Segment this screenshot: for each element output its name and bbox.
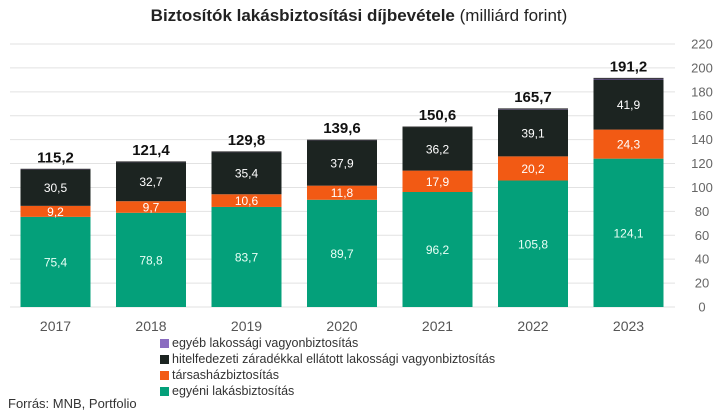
bar-segment-hitel [116, 162, 186, 202]
data-label-egyeni: 105,8 [518, 237, 548, 251]
bar-segment-egyeni [211, 206, 282, 307]
bar-segment-hitel [211, 151, 282, 195]
legend-swatch [160, 371, 169, 381]
data-label-hitel: 36,2 [426, 142, 450, 156]
bar-segment-hitel [498, 109, 568, 157]
bar-segment-egyeni [307, 199, 377, 307]
total-label: 129,8 [228, 132, 266, 149]
bar-segment-egyeb [593, 78, 664, 80]
data-label-egyeni: 83,7 [235, 250, 259, 264]
x-tick-label: 2021 [422, 318, 453, 334]
bar-segment-egyeni [402, 191, 473, 307]
legend-swatch [160, 387, 169, 397]
data-label-hitel: 41,9 [617, 98, 641, 112]
bar-segment-egyeni [593, 158, 664, 307]
data-label-tarsashaz: 11,8 [331, 186, 354, 200]
legend-item-hitel: hitelfedezeti záradékkal ellátott lakoss… [160, 351, 495, 367]
bar-segment-hitel [307, 140, 377, 186]
chart-title-unit: (milliárd forint) [459, 6, 568, 25]
bar-segment-tarsashaz [211, 194, 282, 207]
legend-item-tarsashaz: társasházbiztosítás [160, 367, 495, 383]
y-tick-label: 80 [695, 204, 709, 219]
data-label-tarsashaz: 20,2 [521, 162, 545, 176]
bar-segment-tarsashaz [593, 129, 664, 159]
source-note: Forrás: MNB, Portfolio [8, 396, 137, 411]
bar-segment-tarsashaz [20, 205, 91, 217]
total-label: 115,2 [37, 149, 74, 166]
bar-segment-hitel [402, 127, 473, 171]
y-tick-label: 160 [691, 108, 713, 123]
bar-segment-tarsashaz [498, 156, 568, 181]
y-tick-label: 60 [695, 228, 709, 243]
legend-swatch [160, 355, 169, 365]
data-label-tarsashaz: 10,6 [235, 194, 259, 208]
total-label: 139,6 [323, 120, 361, 137]
y-tick-label: 20 [695, 276, 709, 291]
total-label: 165,7 [514, 89, 552, 106]
legend-label: egyéb lakossági vagyonbiztosítás [172, 336, 359, 350]
x-tick-label: 2020 [326, 318, 357, 334]
data-label-tarsashaz: 17,9 [426, 175, 450, 189]
bar-segment-egyeni [20, 216, 91, 307]
data-label-egyeni: 78,8 [139, 253, 163, 267]
bar-segment-tarsashaz [402, 170, 473, 192]
chart-title: Biztosítók lakásbiztosítási díjbevétele … [0, 6, 718, 26]
y-tick-label: 180 [691, 84, 713, 99]
chart-title-main: Biztosítók lakásbiztosítási díjbevétele [150, 6, 455, 25]
data-label-hitel: 30,5 [44, 181, 68, 195]
legend-item-egyeni: egyéni lakásbiztosítás [160, 383, 495, 399]
bar-segment-tarsashaz [116, 201, 186, 213]
x-tick-label: 2017 [40, 318, 71, 334]
data-label-hitel: 39,1 [521, 127, 545, 141]
y-tick-label: 220 [691, 37, 713, 52]
y-tick-label: 40 [695, 252, 709, 267]
x-tick-label: 2023 [613, 318, 644, 334]
legend-swatch [160, 339, 169, 349]
y-tick-label: 100 [691, 180, 713, 195]
data-label-tarsashaz: 9,2 [47, 205, 64, 219]
bar-segment-hitel [20, 169, 91, 206]
data-label-hitel: 37,9 [330, 157, 354, 171]
data-label-egyeni: 124,1 [613, 226, 643, 240]
data-label-egyeni: 75,4 [44, 255, 68, 269]
data-label-egyeni: 96,2 [426, 243, 450, 257]
data-label-egyeni: 89,7 [330, 247, 354, 261]
total-label: 121,4 [132, 142, 170, 159]
y-tick-label: 140 [691, 132, 713, 147]
y-tick-label: 120 [691, 156, 713, 171]
legend-label: egyéni lakásbiztosítás [172, 384, 295, 398]
legend-label: hitelfedezeti záradékkal ellátott lakoss… [172, 352, 496, 366]
y-tick-label: 200 [691, 60, 713, 75]
x-tick-label: 2018 [135, 318, 166, 334]
data-label-tarsashaz: 9,7 [143, 201, 160, 215]
bar-segment-tarsashaz [307, 185, 377, 200]
data-label-hitel: 32,7 [139, 175, 163, 189]
bar-segment-egyeni [498, 180, 568, 307]
data-label-hitel: 35,4 [235, 167, 259, 181]
legend-label: társasházbiztosítás [172, 368, 279, 382]
y-tick-label: 0 [698, 300, 705, 315]
chart-legend: egyéb lakossági vagyonbiztosítás hitelfed… [160, 335, 495, 399]
total-label: 150,6 [419, 107, 457, 124]
stacked-bar-chart: 0 20 40 60 80 100 120 140 160 180 200 220 75,4 9,2 30,… [10, 37, 713, 334]
bar-segment-egyeni [116, 212, 186, 307]
total-label: 191,2 [610, 58, 648, 75]
x-tick-label: 2019 [231, 318, 262, 334]
data-label-tarsashaz: 24,3 [617, 138, 641, 152]
x-tick-label: 2022 [517, 318, 548, 334]
bar-segment-hitel [593, 79, 664, 130]
legend-item-egyeb: egyéb lakossági vagyonbiztosítás [160, 335, 495, 351]
